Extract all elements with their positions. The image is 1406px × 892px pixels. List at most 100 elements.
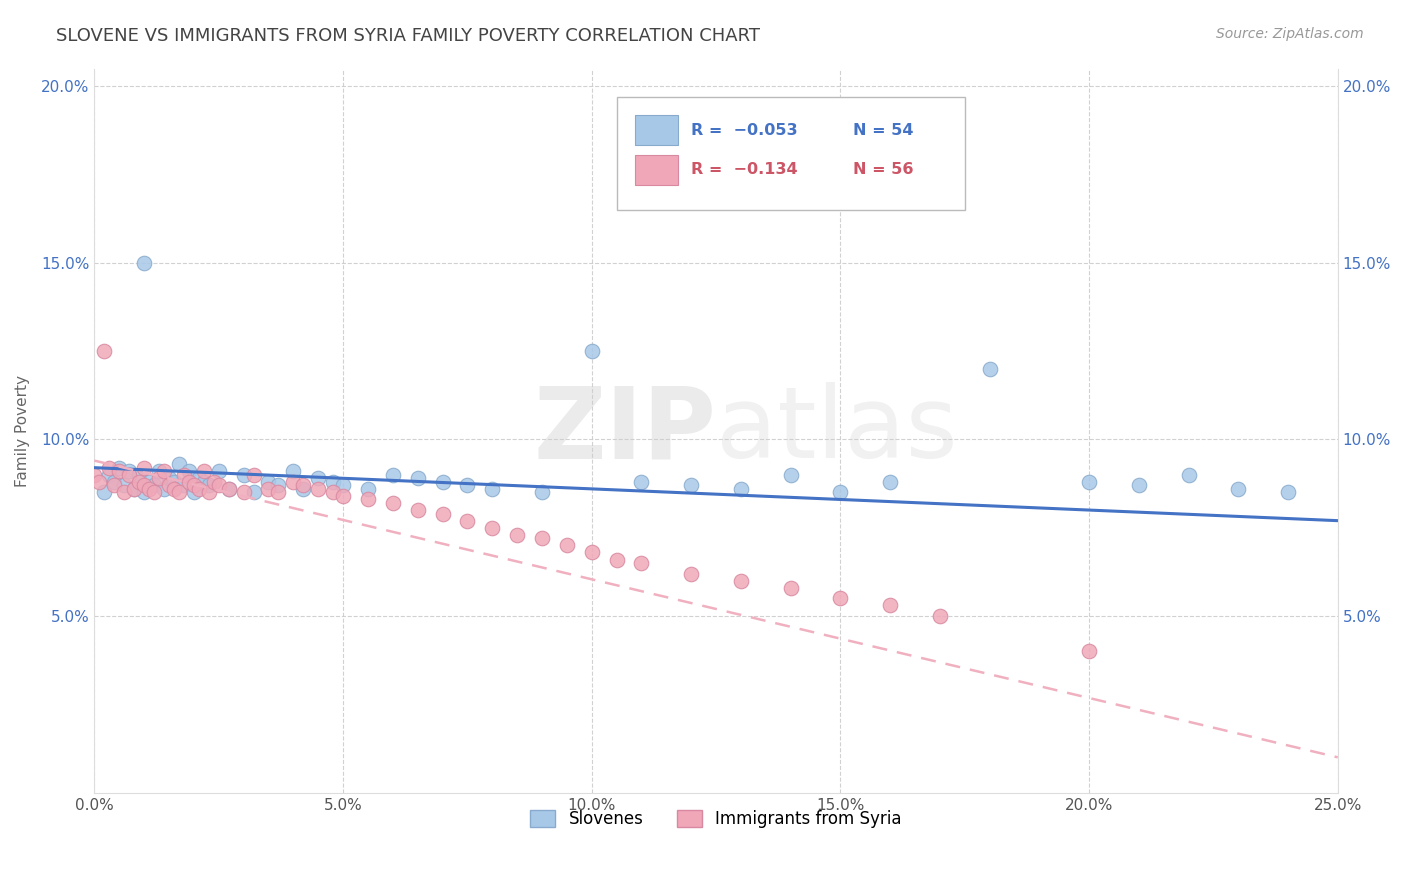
Point bbox=[779, 581, 801, 595]
Point bbox=[138, 475, 160, 489]
Point bbox=[381, 467, 404, 482]
Point bbox=[530, 485, 553, 500]
Point bbox=[143, 485, 166, 500]
Point bbox=[108, 464, 131, 478]
Point bbox=[98, 467, 121, 482]
Point bbox=[332, 489, 354, 503]
Point bbox=[928, 609, 950, 624]
Point bbox=[879, 475, 901, 489]
Point bbox=[143, 478, 166, 492]
FancyBboxPatch shape bbox=[636, 115, 678, 145]
Point bbox=[173, 478, 195, 492]
Point bbox=[193, 475, 215, 489]
Point bbox=[112, 485, 135, 500]
FancyBboxPatch shape bbox=[617, 97, 965, 210]
FancyBboxPatch shape bbox=[636, 154, 678, 186]
Point bbox=[1078, 475, 1101, 489]
Point bbox=[122, 482, 145, 496]
Point bbox=[506, 528, 529, 542]
Point bbox=[307, 482, 329, 496]
Point bbox=[112, 478, 135, 492]
Point bbox=[197, 478, 219, 492]
Point bbox=[830, 485, 852, 500]
Point bbox=[555, 538, 578, 552]
Point bbox=[89, 475, 111, 489]
Point bbox=[93, 485, 115, 500]
Text: ZIP: ZIP bbox=[533, 382, 716, 479]
Point bbox=[730, 574, 752, 588]
Text: N = 56: N = 56 bbox=[853, 162, 914, 178]
Point bbox=[322, 475, 344, 489]
Point bbox=[138, 482, 160, 496]
Point bbox=[118, 467, 141, 482]
Point bbox=[167, 457, 190, 471]
Legend: Slovenes, Immigrants from Syria: Slovenes, Immigrants from Syria bbox=[523, 804, 908, 835]
Text: Source: ZipAtlas.com: Source: ZipAtlas.com bbox=[1216, 27, 1364, 41]
Point bbox=[1277, 485, 1299, 500]
Point bbox=[242, 467, 264, 482]
Point bbox=[187, 471, 209, 485]
Point bbox=[381, 496, 404, 510]
Point bbox=[257, 475, 280, 489]
Point bbox=[173, 467, 195, 482]
Point bbox=[322, 485, 344, 500]
Point bbox=[148, 471, 170, 485]
Point bbox=[357, 482, 380, 496]
Point bbox=[357, 492, 380, 507]
Point bbox=[630, 475, 652, 489]
Point bbox=[267, 485, 290, 500]
Point bbox=[132, 478, 155, 492]
Point bbox=[606, 552, 628, 566]
Point bbox=[257, 482, 280, 496]
Point bbox=[979, 361, 1001, 376]
Text: R =  −0.134: R = −0.134 bbox=[692, 162, 797, 178]
Point bbox=[157, 478, 180, 492]
Point bbox=[202, 475, 225, 489]
Point bbox=[1177, 467, 1199, 482]
Point bbox=[879, 599, 901, 613]
Point bbox=[208, 464, 231, 478]
Point bbox=[103, 478, 125, 492]
Point bbox=[118, 464, 141, 478]
Point bbox=[681, 478, 703, 492]
Point bbox=[1078, 644, 1101, 658]
Point bbox=[232, 467, 254, 482]
Point bbox=[167, 485, 190, 500]
Point bbox=[456, 478, 478, 492]
Point bbox=[481, 482, 503, 496]
Point bbox=[242, 485, 264, 500]
Point bbox=[208, 478, 231, 492]
Point bbox=[406, 503, 429, 517]
Point bbox=[530, 532, 553, 546]
Point bbox=[183, 478, 205, 492]
Point bbox=[122, 482, 145, 496]
Point bbox=[307, 471, 329, 485]
Point bbox=[283, 475, 305, 489]
Point bbox=[103, 475, 125, 489]
Point bbox=[163, 482, 186, 496]
Point bbox=[132, 485, 155, 500]
Point bbox=[581, 344, 603, 359]
Point bbox=[1128, 478, 1150, 492]
Point bbox=[630, 556, 652, 570]
Point bbox=[292, 478, 315, 492]
Point bbox=[232, 485, 254, 500]
Y-axis label: Family Poverty: Family Poverty bbox=[15, 375, 30, 487]
Text: R =  −0.053: R = −0.053 bbox=[692, 122, 797, 137]
Point bbox=[218, 482, 240, 496]
Point bbox=[153, 464, 176, 478]
Point bbox=[153, 482, 176, 496]
Point bbox=[98, 460, 121, 475]
Text: atlas: atlas bbox=[716, 382, 957, 479]
Point bbox=[830, 591, 852, 606]
Point bbox=[481, 521, 503, 535]
Point bbox=[197, 485, 219, 500]
Point bbox=[267, 478, 290, 492]
Point bbox=[432, 507, 454, 521]
Text: SLOVENE VS IMMIGRANTS FROM SYRIA FAMILY POVERTY CORRELATION CHART: SLOVENE VS IMMIGRANTS FROM SYRIA FAMILY … bbox=[56, 27, 761, 45]
Point bbox=[193, 464, 215, 478]
Point bbox=[218, 482, 240, 496]
Point bbox=[292, 482, 315, 496]
Point bbox=[128, 467, 150, 482]
Point bbox=[187, 482, 209, 496]
